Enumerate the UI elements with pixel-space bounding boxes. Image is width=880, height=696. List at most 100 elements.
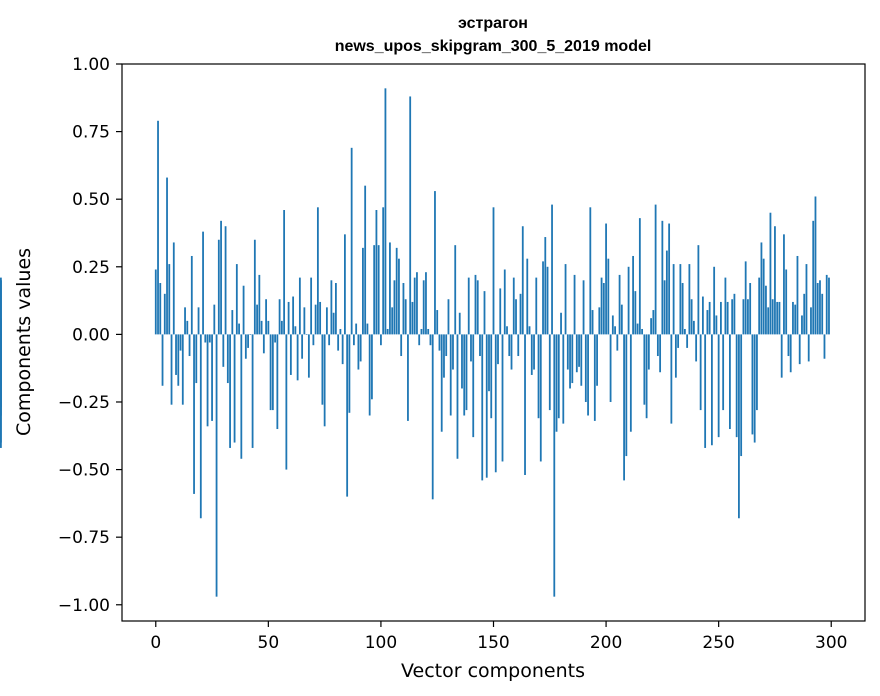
bar-242 [699, 334, 702, 411]
bar-267 [756, 334, 758, 411]
bar-52 [271, 334, 274, 411]
bar-209 [625, 334, 628, 457]
bar-164 [524, 334, 526, 475]
bar-34 [231, 310, 234, 335]
bar-194 [591, 310, 594, 335]
bar-152 [497, 334, 499, 365]
bar-137 [463, 334, 466, 416]
bar-57 [283, 210, 286, 335]
bar-208 [623, 334, 625, 481]
bar-231 [674, 334, 677, 378]
bar-29 [220, 220, 222, 335]
bar-235 [683, 328, 686, 335]
bar-157 [508, 334, 511, 357]
bar-292 [812, 220, 815, 335]
bar-44 [253, 239, 256, 335]
bar-218 [645, 334, 648, 419]
bar-26 [213, 304, 216, 335]
bar-138 [465, 334, 468, 411]
bar-112 [407, 334, 409, 421]
bar-15 [188, 334, 191, 357]
bar-65 [301, 334, 304, 359]
bar-190 [582, 280, 585, 335]
bar-51 [269, 334, 272, 411]
y-tick-label: −0.25 [58, 393, 110, 413]
bar-163 [521, 226, 524, 335]
bar-30 [222, 334, 225, 367]
bar-206 [618, 274, 621, 335]
bar-76 [325, 307, 328, 335]
bar-103 [386, 328, 389, 335]
bar-289 [805, 264, 808, 335]
bar-262 [744, 261, 747, 335]
bar-285 [796, 255, 799, 335]
bar-49 [265, 299, 267, 335]
bar-121 [427, 328, 430, 335]
bar-151 [494, 334, 497, 473]
bar-94 [366, 323, 369, 335]
bar-180 [560, 312, 562, 335]
bar-275 [774, 226, 776, 335]
bar-248 [713, 266, 716, 335]
bar-246 [708, 301, 711, 335]
bar-129 [445, 334, 448, 357]
bar-142 [474, 274, 477, 335]
bar-119 [422, 280, 425, 335]
bar-273 [769, 212, 772, 335]
bar-287 [801, 315, 803, 335]
bar-280 [785, 269, 788, 335]
bar-286 [798, 334, 801, 365]
bar-117 [418, 334, 421, 346]
bar-80 [334, 283, 337, 335]
bar-118 [420, 328, 423, 335]
bar-135 [458, 312, 461, 335]
bar-71 [314, 304, 317, 335]
bar-191 [584, 334, 587, 402]
bar-204 [614, 326, 616, 335]
bar-244 [704, 334, 707, 448]
bar-0 [154, 269, 157, 335]
bar-281 [787, 334, 790, 357]
bar-178 [555, 334, 558, 432]
bar-58 [285, 334, 288, 470]
bar-254 [726, 301, 729, 335]
bar-240 [695, 334, 698, 362]
bar-299 [828, 277, 830, 335]
bar-97 [373, 245, 376, 335]
bar-198 [600, 277, 603, 335]
bar-184 [569, 334, 571, 389]
bar-148 [488, 334, 490, 392]
bar-181 [562, 334, 565, 424]
bar-111 [404, 299, 407, 335]
bar-115 [413, 277, 416, 335]
bar-81 [337, 334, 340, 351]
bar-53 [274, 334, 277, 343]
bar-144 [479, 334, 481, 357]
bar-38 [240, 334, 243, 459]
bar-63 [296, 334, 299, 381]
bar-146 [483, 291, 486, 335]
bar-271 [765, 285, 767, 335]
bar-160 [515, 299, 517, 335]
bar-22 [204, 334, 207, 343]
bar-166 [528, 326, 531, 335]
bar-270 [762, 258, 765, 335]
bar-143 [476, 280, 479, 335]
bar-73 [319, 301, 322, 335]
bar-283 [792, 301, 794, 335]
bar-222 [654, 204, 657, 335]
bar-223 [656, 334, 659, 357]
bar-133 [454, 245, 457, 335]
bar-109 [400, 334, 403, 357]
bar-229 [670, 334, 673, 424]
bar-268 [758, 277, 761, 335]
bar-104 [389, 242, 391, 335]
bar-5 [166, 177, 168, 335]
bar-241 [697, 245, 700, 335]
bar-196 [596, 334, 598, 386]
bar-20 [199, 334, 202, 519]
bar-193 [589, 207, 592, 335]
bar-189 [580, 334, 583, 386]
bar-195 [593, 334, 596, 421]
bar-25 [211, 334, 213, 421]
